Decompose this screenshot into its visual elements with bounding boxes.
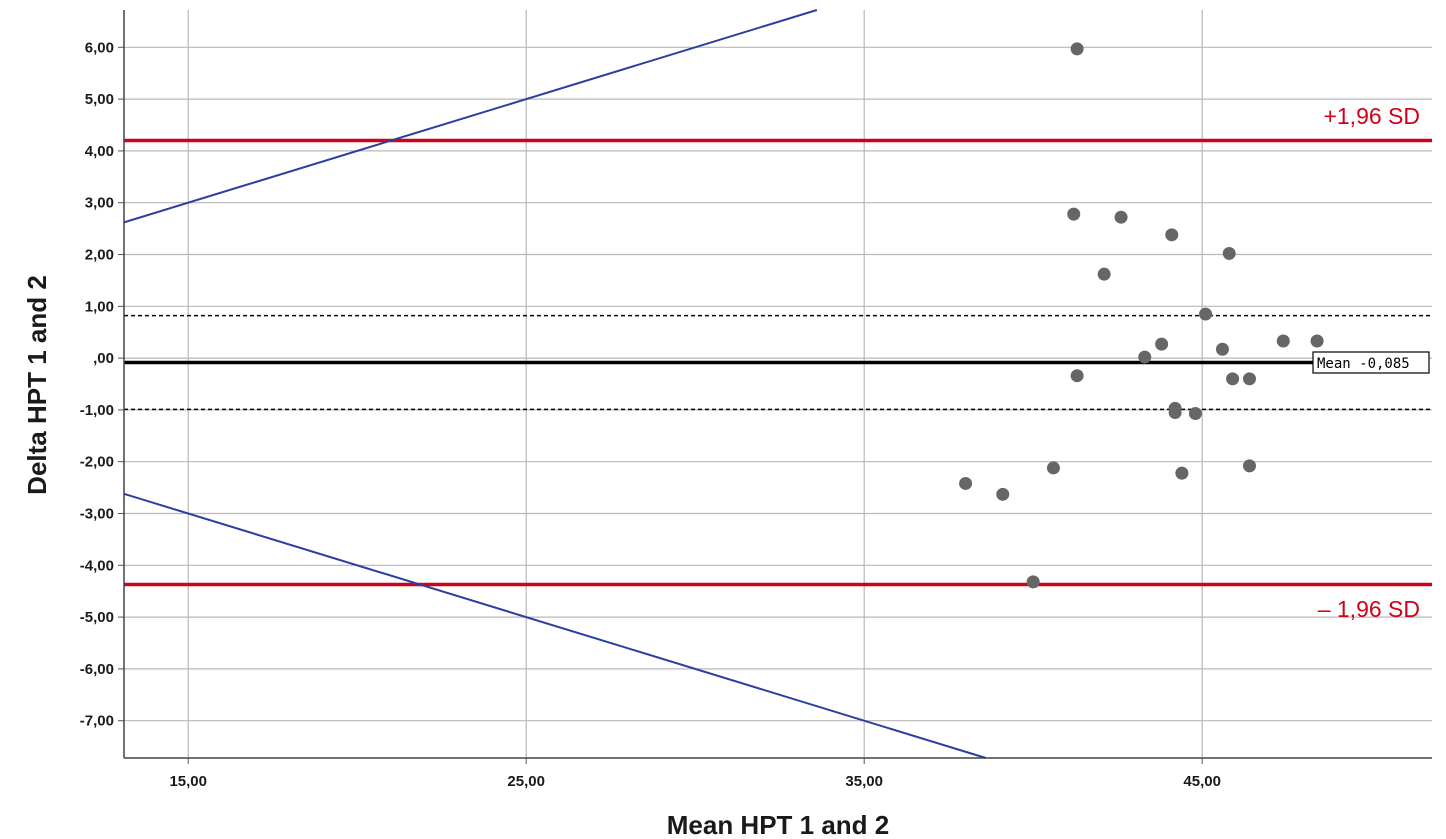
data-point: [1046, 461, 1060, 475]
data-point: [1070, 369, 1084, 383]
data-point: [996, 487, 1010, 501]
data-point: [1026, 575, 1040, 589]
data-point: [1199, 307, 1213, 321]
y-tick-label: -3,00: [80, 506, 114, 523]
mean-label-box: Mean -0,085: [1312, 351, 1430, 374]
data-point: [1114, 210, 1128, 224]
data-point: [1155, 337, 1169, 351]
mean-label: Mean -0,085: [1317, 356, 1410, 372]
data-points: [959, 42, 1324, 589]
lower-sd-label: – 1,96 SD: [1318, 596, 1420, 622]
data-point: [1168, 405, 1182, 419]
chart-labels: +1,96 SD – 1,96 SD Mean -0,085 Mean HPT …: [22, 103, 1430, 839]
y-tick-label: -7,00: [80, 713, 114, 730]
axes: 6,00 5,00 4,00 3,00 2,00 1,00 ,00 -1,00 -2,00 -3,…: [80, 10, 1432, 790]
y-tick-label: 3,00: [85, 195, 114, 212]
y-tick-label: 1,00: [85, 298, 114, 315]
data-point: [1165, 228, 1179, 242]
data-point: [1222, 246, 1236, 260]
upper-sd-label: +1,96 SD: [1323, 103, 1420, 129]
x-tick-label: 35,00: [845, 773, 883, 790]
y-tick-label: -2,00: [80, 454, 114, 471]
grid: [124, 10, 1432, 758]
data-point: [1097, 267, 1111, 281]
x-axis-title: Mean HPT 1 and 2: [667, 810, 890, 839]
data-point: [1215, 342, 1229, 356]
y-tick-label: -6,00: [80, 661, 114, 678]
y-tick-label: 2,00: [85, 246, 114, 263]
data-point: [1188, 407, 1202, 421]
data-point: [1175, 466, 1189, 480]
y-tick-label: -1,00: [80, 402, 114, 419]
trend-line: [123, 9, 818, 224]
x-tick-label: 25,00: [507, 773, 545, 790]
y-tick-label: 6,00: [85, 39, 114, 56]
data-point: [1138, 350, 1152, 364]
trend-lines: [123, 9, 987, 759]
y-tick-label: -4,00: [80, 557, 114, 574]
trend-line: [123, 492, 987, 759]
x-tick-label: 45,00: [1183, 773, 1221, 790]
data-point: [1070, 42, 1084, 56]
data-point: [1242, 459, 1256, 473]
y-tick-label: -5,00: [80, 609, 114, 626]
x-tick-label: 15,00: [169, 773, 207, 790]
data-point: [1276, 334, 1290, 348]
data-point: [1310, 334, 1324, 348]
y-tick-label: 4,00: [85, 143, 114, 160]
data-point: [1226, 372, 1240, 386]
y-tick-label: ,00: [93, 350, 114, 367]
data-point: [1242, 372, 1256, 386]
y-axis-title: Delta HPT 1 and 2: [22, 275, 52, 495]
data-point: [1067, 207, 1081, 221]
reference-lines: [124, 138, 1432, 587]
y-tick-label: 5,00: [85, 91, 114, 108]
data-point: [959, 476, 973, 490]
